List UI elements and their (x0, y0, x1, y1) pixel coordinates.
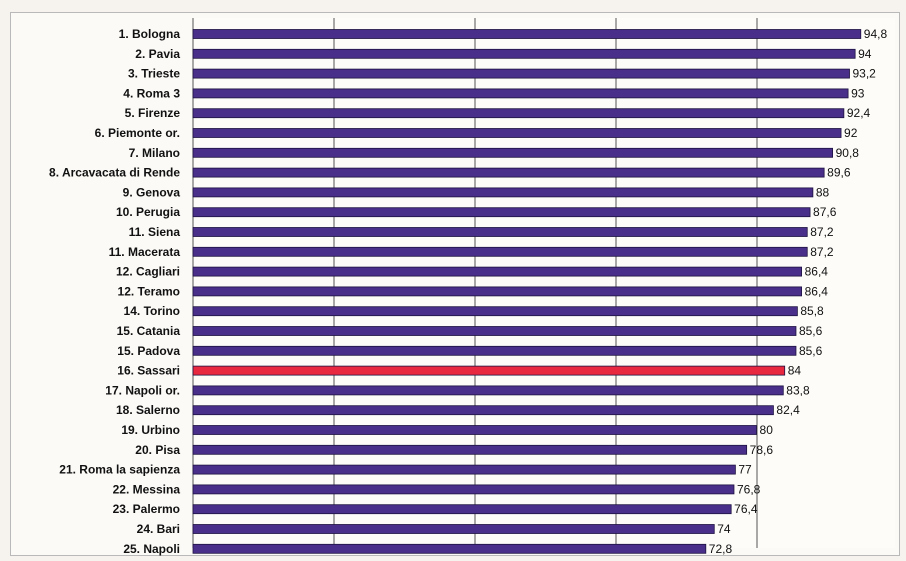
value-label: 72,8 (709, 542, 733, 556)
value-label: 82,4 (776, 403, 800, 417)
bar (192, 326, 797, 336)
bar (192, 385, 784, 396)
bar (192, 108, 845, 119)
value-label: 87,6 (813, 205, 837, 219)
value-label: 74 (717, 522, 731, 536)
bar (192, 504, 732, 515)
value-label: 93,2 (853, 67, 877, 81)
category-label: 24. Bari (137, 522, 180, 536)
value-label: 92 (844, 126, 858, 140)
plot-area (193, 18, 895, 548)
category-label: 22. Messina (113, 482, 181, 496)
bar (192, 464, 736, 475)
bar (192, 227, 808, 237)
bar (192, 167, 825, 178)
bar (192, 187, 814, 198)
bar (192, 444, 748, 455)
value-label: 80 (760, 423, 774, 437)
value-label: 78,6 (750, 443, 774, 457)
category-label: 8. Arcavacata di Rende (49, 166, 180, 180)
bar (192, 484, 735, 495)
value-label: 90,8 (836, 146, 860, 160)
value-label: 87,2 (810, 225, 834, 239)
category-label: 15. Catania (117, 324, 181, 338)
value-label: 92,4 (847, 106, 871, 120)
category-label: 15. Padova (117, 344, 180, 358)
value-label: 77 (738, 463, 752, 477)
category-label: 23. Palermo (113, 502, 180, 516)
value-label: 87,2 (810, 245, 834, 259)
category-label: 19. Urbino (121, 423, 180, 437)
value-label: 89,6 (827, 166, 851, 180)
bar (192, 345, 797, 356)
value-label: 84 (788, 364, 802, 378)
bar (192, 543, 707, 554)
bar (192, 286, 803, 297)
bar (192, 29, 862, 39)
value-label: 83,8 (786, 383, 810, 397)
category-label: 12. Teramo (118, 284, 180, 298)
value-label: 85,6 (799, 344, 823, 358)
category-label: 1. Bologna (119, 27, 181, 41)
value-label: 76,8 (737, 482, 761, 496)
value-label: 94 (858, 47, 872, 61)
category-label: 4. Roma 3 (123, 86, 180, 100)
category-label: 7. Milano (129, 146, 180, 160)
bar (192, 207, 811, 218)
value-label: 76,4 (734, 502, 758, 516)
value-label: 85,6 (799, 324, 823, 338)
category-label: 2. Pavia (135, 47, 180, 61)
category-label: 16. Sassari (117, 364, 180, 378)
category-label: 6. Piemonte or. (95, 126, 180, 140)
value-label: 85,8 (800, 304, 824, 318)
bar (192, 68, 850, 79)
value-label: 86,4 (805, 265, 829, 279)
category-label: 11. Siena (129, 225, 181, 239)
bar (192, 88, 849, 99)
bar (192, 246, 808, 257)
category-label: 20. Pisa (135, 443, 180, 457)
bar (192, 306, 798, 317)
value-label: 86,4 (805, 284, 829, 298)
value-label: 88 (816, 185, 830, 199)
bar (192, 266, 803, 277)
bar (192, 128, 842, 138)
bar (192, 48, 856, 59)
category-label: 18. Salerno (116, 403, 180, 417)
category-label: 12. Cagliari (116, 265, 180, 279)
bar (192, 524, 715, 534)
category-label: 11. Macerata (109, 245, 181, 259)
category-label: 14. Torino (124, 304, 180, 318)
category-label: 10. Perugia (116, 205, 180, 219)
category-label: 9. Genova (123, 185, 181, 199)
highlight-bar (192, 365, 786, 376)
category-label: 21. Roma la sapienza (59, 463, 180, 477)
value-label: 93 (851, 86, 865, 100)
category-label: 3. Trieste (128, 67, 180, 81)
value-label: 94,8 (864, 27, 888, 41)
category-label: 25. Napoli (123, 542, 180, 556)
bar (192, 405, 774, 416)
category-label: 17. Napoli or. (105, 383, 180, 397)
category-label: 5. Firenze (125, 106, 181, 120)
bar (192, 147, 833, 158)
bar (192, 425, 757, 435)
